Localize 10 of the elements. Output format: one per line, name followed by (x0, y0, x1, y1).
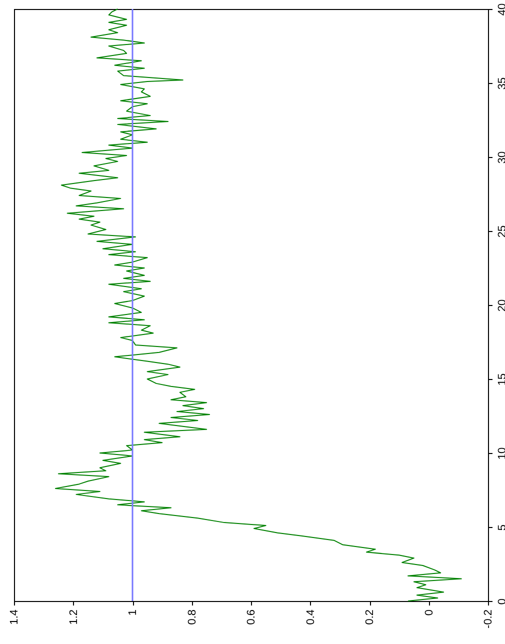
x-tick-label: 0.8 (186, 610, 198, 625)
x-tick-label: 1.2 (68, 610, 80, 625)
x-tick-label: -0.2 (482, 610, 494, 628)
x-tick-label: 0 (423, 610, 436, 616)
x-tick-label: 1.4 (8, 610, 20, 625)
line-series (54, 8, 462, 602)
x-tick-label: 0.4 (304, 610, 317, 625)
x-tick-label: 0.6 (246, 610, 258, 625)
x-tick-label: 1 (127, 610, 139, 616)
x-tick-label: 0.2 (364, 610, 376, 625)
